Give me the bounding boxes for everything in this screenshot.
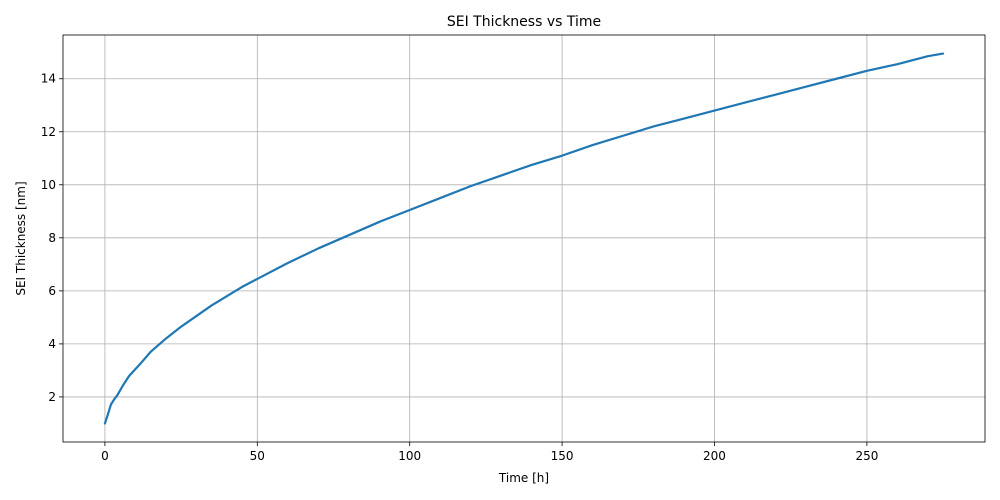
chart-title: SEI Thickness vs Time: [447, 14, 601, 30]
grid: [63, 35, 985, 442]
x-tick-label: 100: [398, 449, 421, 463]
y-axis-label: SEI Thickness [nm]: [14, 181, 28, 295]
y-tick-label: 10: [41, 178, 56, 192]
y-tick-label: 2: [48, 390, 56, 404]
x-tick-label: 250: [855, 449, 878, 463]
y-tick-label: 8: [48, 231, 56, 245]
ticks: 0 50 100 150 200 250 2 4 6 8 10 12 14: [41, 72, 879, 463]
series-line: [103, 52, 945, 425]
x-tick-label: 200: [703, 449, 726, 463]
series-layer: [103, 52, 945, 425]
x-tick-label: 0: [101, 449, 109, 463]
y-tick-label: 12: [41, 125, 56, 139]
x-tick-label: 150: [551, 449, 574, 463]
plot-frame: [62, 34, 986, 443]
x-axis-label: Time [h]: [498, 471, 549, 485]
x-tick-label: 50: [250, 449, 265, 463]
y-tick-label: 6: [48, 284, 56, 298]
y-tick-label: 14: [41, 72, 56, 86]
y-tick-label: 4: [48, 337, 56, 351]
